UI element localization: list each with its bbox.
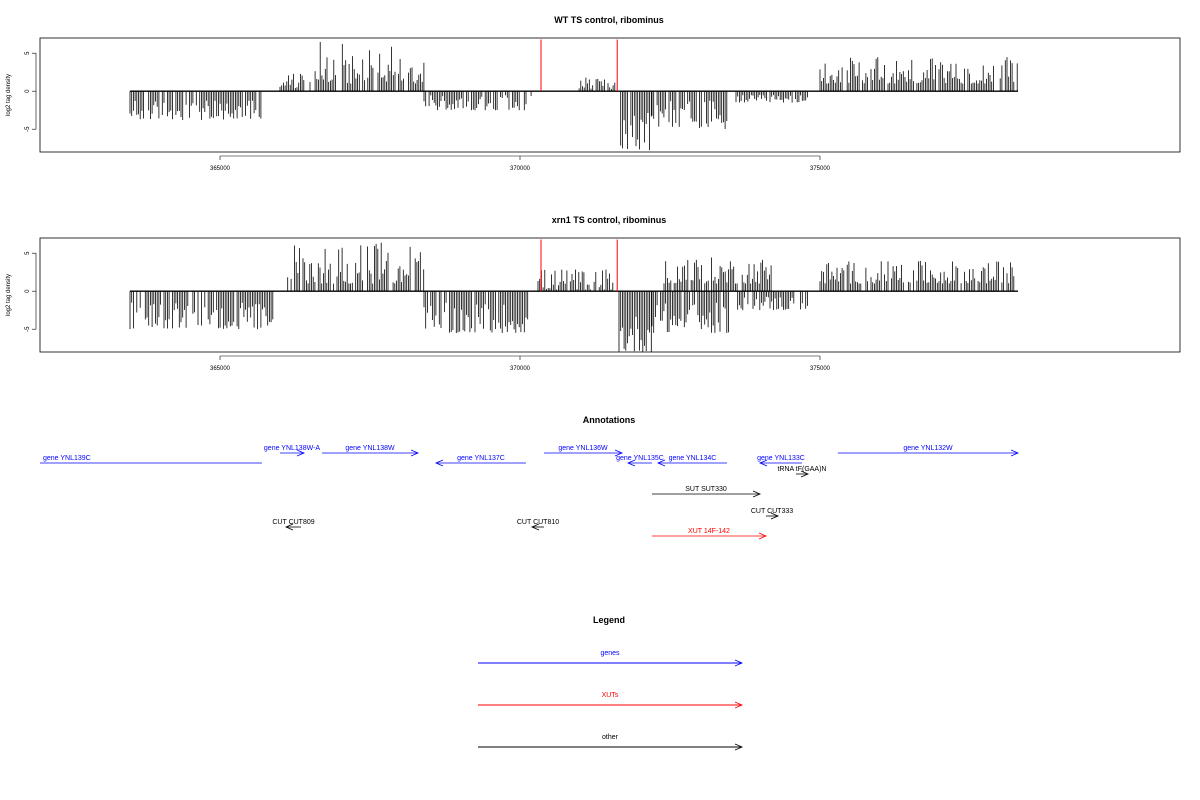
legend-item: XUTs: [478, 692, 744, 709]
feature-label: XUT 14F-142: [688, 528, 730, 535]
annotation-feature: gene YNL138W: [322, 445, 420, 457]
feature-label: gene YNL133C: [757, 455, 805, 462]
x-tick-label: 365000: [210, 166, 231, 172]
feature-label: tRNA tF(GAA)N: [777, 466, 826, 473]
x-tick-label: 370000: [510, 166, 531, 172]
y-axis-label: log2 tag density: [6, 274, 12, 316]
x-tick-label: 365000: [210, 366, 231, 372]
legend-item: other: [478, 734, 744, 751]
spike-group: [540, 239, 618, 292]
arrow-head: [626, 459, 636, 467]
annotation-feature: gene YNL136W: [544, 445, 624, 457]
arrow-head: [530, 523, 540, 531]
plot-frame: [39, 37, 1181, 153]
annotation-feature: CUT CUT810: [517, 519, 559, 531]
legend-label: other: [602, 734, 619, 741]
arrow-head: [296, 449, 306, 457]
spike-group: [540, 39, 618, 92]
bar-group: [129, 242, 1018, 352]
arrow-head: [752, 490, 762, 498]
annotation-feature: gene YNL132W: [838, 445, 1020, 457]
feature-label: gene YNL137C: [457, 455, 505, 462]
y-axis: -5 0 5: [25, 251, 37, 332]
annotation-feature: SUT SUT330: [652, 486, 762, 498]
feature-label: gene YNL139C: [43, 455, 91, 462]
y-tick-label: 5: [25, 251, 31, 255]
feature-label: gene YNL136W: [558, 445, 608, 452]
feature-label: SUT SUT330: [685, 486, 727, 493]
y-axis: -5 0 5: [25, 51, 37, 132]
x-axis: 365000 370000 375000: [210, 155, 831, 172]
arrow-head: [734, 659, 744, 667]
annotation-track: gene YNL139C gene YNL138W-A gene YNL138W ge…: [40, 445, 1020, 540]
annotation-feature: gene YNL139C: [40, 455, 262, 464]
arrow-head: [410, 449, 420, 457]
annotation-feature: gene YNL137C: [434, 455, 526, 467]
panel-wt: WT TS control, ribominus log2 tag densit…: [6, 15, 1181, 172]
arrow-head: [284, 523, 294, 531]
plot-frame: [39, 237, 1181, 353]
feature-label: gene YNL135C: [616, 455, 664, 462]
legend-label: genes: [600, 650, 620, 657]
feature-label: CUT CUT333: [751, 508, 793, 515]
bar-group: [129, 41, 1018, 151]
feature-label: gene YNL132W: [903, 445, 953, 452]
y-axis-label: log2 tag density: [6, 74, 12, 116]
panel-title: xrn1 TS control, ribominus: [552, 215, 667, 225]
arrow-head: [656, 459, 666, 467]
y-tick-label: -5: [25, 326, 31, 332]
x-tick-label: 370000: [510, 366, 531, 372]
feature-label: gene YNL138W-A: [264, 445, 320, 452]
annotations-title: Annotations: [583, 415, 636, 425]
annotation-feature: gene YNL138W-A: [264, 445, 320, 457]
arrow-head: [770, 512, 780, 520]
arrow-head: [1010, 449, 1020, 457]
arrow-head: [614, 449, 624, 457]
legend-label: XUTs: [602, 692, 619, 699]
annotation-feature: gene YNL134C: [656, 455, 727, 467]
annotation-feature: gene YNL135C: [616, 455, 664, 467]
x-tick-label: 375000: [810, 166, 831, 172]
legend-title: Legend: [593, 615, 625, 625]
y-tick-label: 0: [25, 289, 31, 293]
legend: genes XUTs other: [478, 650, 744, 751]
x-axis: 365000 370000 375000: [210, 355, 831, 372]
feature-label: gene YNL134C: [669, 455, 717, 462]
annotation-feature: XUT 14F-142: [652, 528, 768, 540]
x-tick-label: 375000: [810, 366, 831, 372]
arrow-head: [758, 459, 768, 467]
annotation-feature: gene YNL133C: [757, 455, 805, 467]
arrow-head: [758, 532, 768, 540]
annotation-feature: CUT CUT809: [272, 519, 315, 531]
y-tick-label: 0: [25, 89, 31, 93]
panel-title: WT TS control, ribominus: [554, 15, 664, 25]
arrow-head: [734, 743, 744, 751]
legend-item: genes: [478, 650, 744, 667]
arrow-head: [734, 701, 744, 709]
feature-label: CUT CUT809: [272, 519, 314, 526]
feature-label: gene YNL138W: [345, 445, 395, 452]
y-tick-label: 5: [25, 51, 31, 55]
panel-xrn1: xrn1 TS control, ribominus log2 tag dens…: [6, 215, 1181, 372]
y-tick-label: -5: [25, 126, 31, 132]
arrow-head: [434, 459, 444, 467]
arrow-head: [800, 470, 810, 478]
annotation-feature: CUT CUT333: [751, 508, 793, 520]
feature-label: CUT CUT810: [517, 519, 559, 526]
annotation-feature: tRNA tF(GAA)N: [777, 466, 827, 478]
